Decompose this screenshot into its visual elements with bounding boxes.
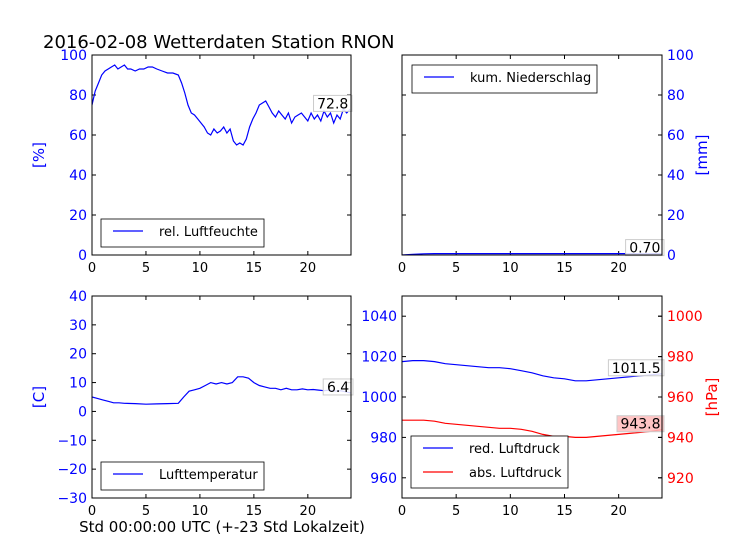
- legend-frame: [410, 435, 569, 489]
- last-value-label: 1011.5: [612, 361, 661, 377]
- series-line-lufttemperatur: [92, 376, 351, 405]
- y-tick-label: −10: [57, 433, 87, 449]
- last-value-label: 72.8: [317, 96, 348, 112]
- y-axis-label: [%]: [30, 142, 48, 168]
- y2-tick-label: 920: [667, 471, 694, 487]
- axes-frame: [91, 54, 352, 256]
- legend: rel. Luftfeuchte: [100, 218, 265, 248]
- y-tick-label: 60: [69, 128, 87, 144]
- panel-temperature: 0 5 10 15 20 −30 −20 −10 0 10 20 30 40 [C] 6.4 Lufttemp…: [30, 289, 354, 519]
- legend-frame: [100, 218, 265, 248]
- y-tick-label: 60: [667, 128, 685, 144]
- legend-entry: rel. Luftfeuchte: [159, 225, 258, 240]
- y-tick-label: 0: [667, 248, 676, 264]
- legend-entry: Lufttemperatur: [159, 468, 258, 483]
- y-tick-label: −30: [57, 491, 87, 507]
- y-tick-label: 20: [667, 208, 685, 224]
- legend-entry: kum. Niederschlag: [470, 71, 591, 86]
- y-tick-label: 80: [667, 88, 685, 104]
- x-tick-label: 10: [192, 261, 209, 276]
- last-value-box: [607, 359, 665, 377]
- x-tick-label: 15: [556, 261, 573, 276]
- last-value-box: [616, 415, 665, 433]
- x-tick-label: 0: [88, 504, 96, 519]
- legend: red. Luftdruck abs. Luftdruck: [410, 435, 569, 489]
- y-tick-label: 80: [69, 88, 87, 104]
- x-tick-label: 0: [398, 261, 406, 276]
- series-line-red-luftdruck: [402, 360, 662, 382]
- last-value-box: [322, 378, 354, 396]
- y-tick-label: 1020: [361, 350, 397, 366]
- last-value-box: [625, 239, 665, 257]
- y2-tick-label: 960: [667, 390, 694, 406]
- x-tick-label: 20: [610, 261, 627, 276]
- legend-frame: [411, 64, 598, 94]
- series-line-abs-luftdruck: [402, 419, 662, 438]
- x-tick-label: 20: [300, 504, 317, 519]
- x-axis-label: Std 00:00:00 UTC (+-23 Std Lokalzeit): [79, 518, 365, 536]
- last-value-label: 943.8: [620, 417, 660, 433]
- y-tick-label: 20: [69, 208, 87, 224]
- series-line-rel-luftfeuchte: [92, 64, 351, 146]
- axes-frame: [401, 54, 663, 256]
- x-tick-label: 20: [610, 504, 627, 519]
- panel-pressure: 0 5 10 15 20 960 980 1000 1020 1040 920 940 960 980 10…: [361, 295, 721, 519]
- legend-entry: red. Luftdruck: [469, 442, 560, 457]
- y-tick-label: 10: [69, 376, 87, 392]
- series-line-kum-niederschlag: [402, 253, 662, 255]
- y-tick-label: 30: [69, 318, 87, 334]
- panel-precipitation: 0 5 10 15 20 0 20 40 60 80 100 [mm] 0.70 kum. Nieders…: [398, 48, 711, 276]
- y-tick-label: 1040: [361, 309, 397, 325]
- y-tick-label: 0: [78, 404, 87, 420]
- x-tick-label: 15: [556, 504, 573, 519]
- x-tick-label: 10: [192, 504, 209, 519]
- y-tick-label: 1000: [361, 390, 397, 406]
- legend: kum. Niederschlag: [411, 64, 598, 94]
- x-tick-label: 5: [452, 504, 460, 519]
- x-tick-label: 0: [398, 504, 406, 519]
- legend-frame: [100, 461, 265, 491]
- y2-tick-label: 980: [667, 350, 694, 366]
- figure-title: 2016-02-08 Wetterdaten Station RNON: [43, 32, 394, 53]
- x-tick-label: 15: [246, 261, 263, 276]
- y2-tick-label: 1000: [667, 309, 703, 325]
- x-tick-label: 5: [452, 261, 460, 276]
- y-tick-label: 40: [667, 168, 685, 184]
- x-tick-label: 5: [142, 261, 150, 276]
- y-tick-label: 40: [69, 289, 87, 305]
- x-tick-label: 5: [142, 504, 150, 519]
- y-axis-label: [C]: [30, 386, 48, 408]
- last-value-label: 0.70: [629, 241, 660, 257]
- y-tick-label: 980: [370, 430, 397, 446]
- axes-frame: [401, 295, 663, 499]
- x-tick-label: 15: [246, 504, 263, 519]
- y-axis-label: [mm]: [693, 135, 711, 176]
- panel-humidity: 0 5 10 15 20 0 20 40 60 80 100 [%] 72.8 rel. Luftfeuc…: [30, 48, 353, 276]
- x-tick-label: 0: [88, 261, 96, 276]
- y-tick-label: 0: [78, 248, 87, 264]
- legend: Lufttemperatur: [100, 461, 265, 491]
- y-tick-label: 100: [667, 48, 694, 64]
- y-tick-label: 40: [69, 168, 87, 184]
- y-tick-label: 960: [370, 471, 397, 487]
- x-tick-label: 20: [300, 261, 317, 276]
- x-tick-label: 10: [502, 504, 519, 519]
- x-tick-label: 10: [502, 261, 519, 276]
- y2-tick-label: 940: [667, 430, 694, 446]
- legend-entry: abs. Luftdruck: [469, 466, 562, 481]
- axes-frame: [91, 295, 352, 499]
- y2-axis-label: [hPa]: [703, 378, 721, 417]
- y-tick-label: −20: [57, 462, 87, 478]
- last-value-label: 6.4: [327, 380, 349, 396]
- y-tick-label: 100: [60, 48, 87, 64]
- y-tick-label: 20: [69, 347, 87, 363]
- last-value-box: [313, 94, 353, 112]
